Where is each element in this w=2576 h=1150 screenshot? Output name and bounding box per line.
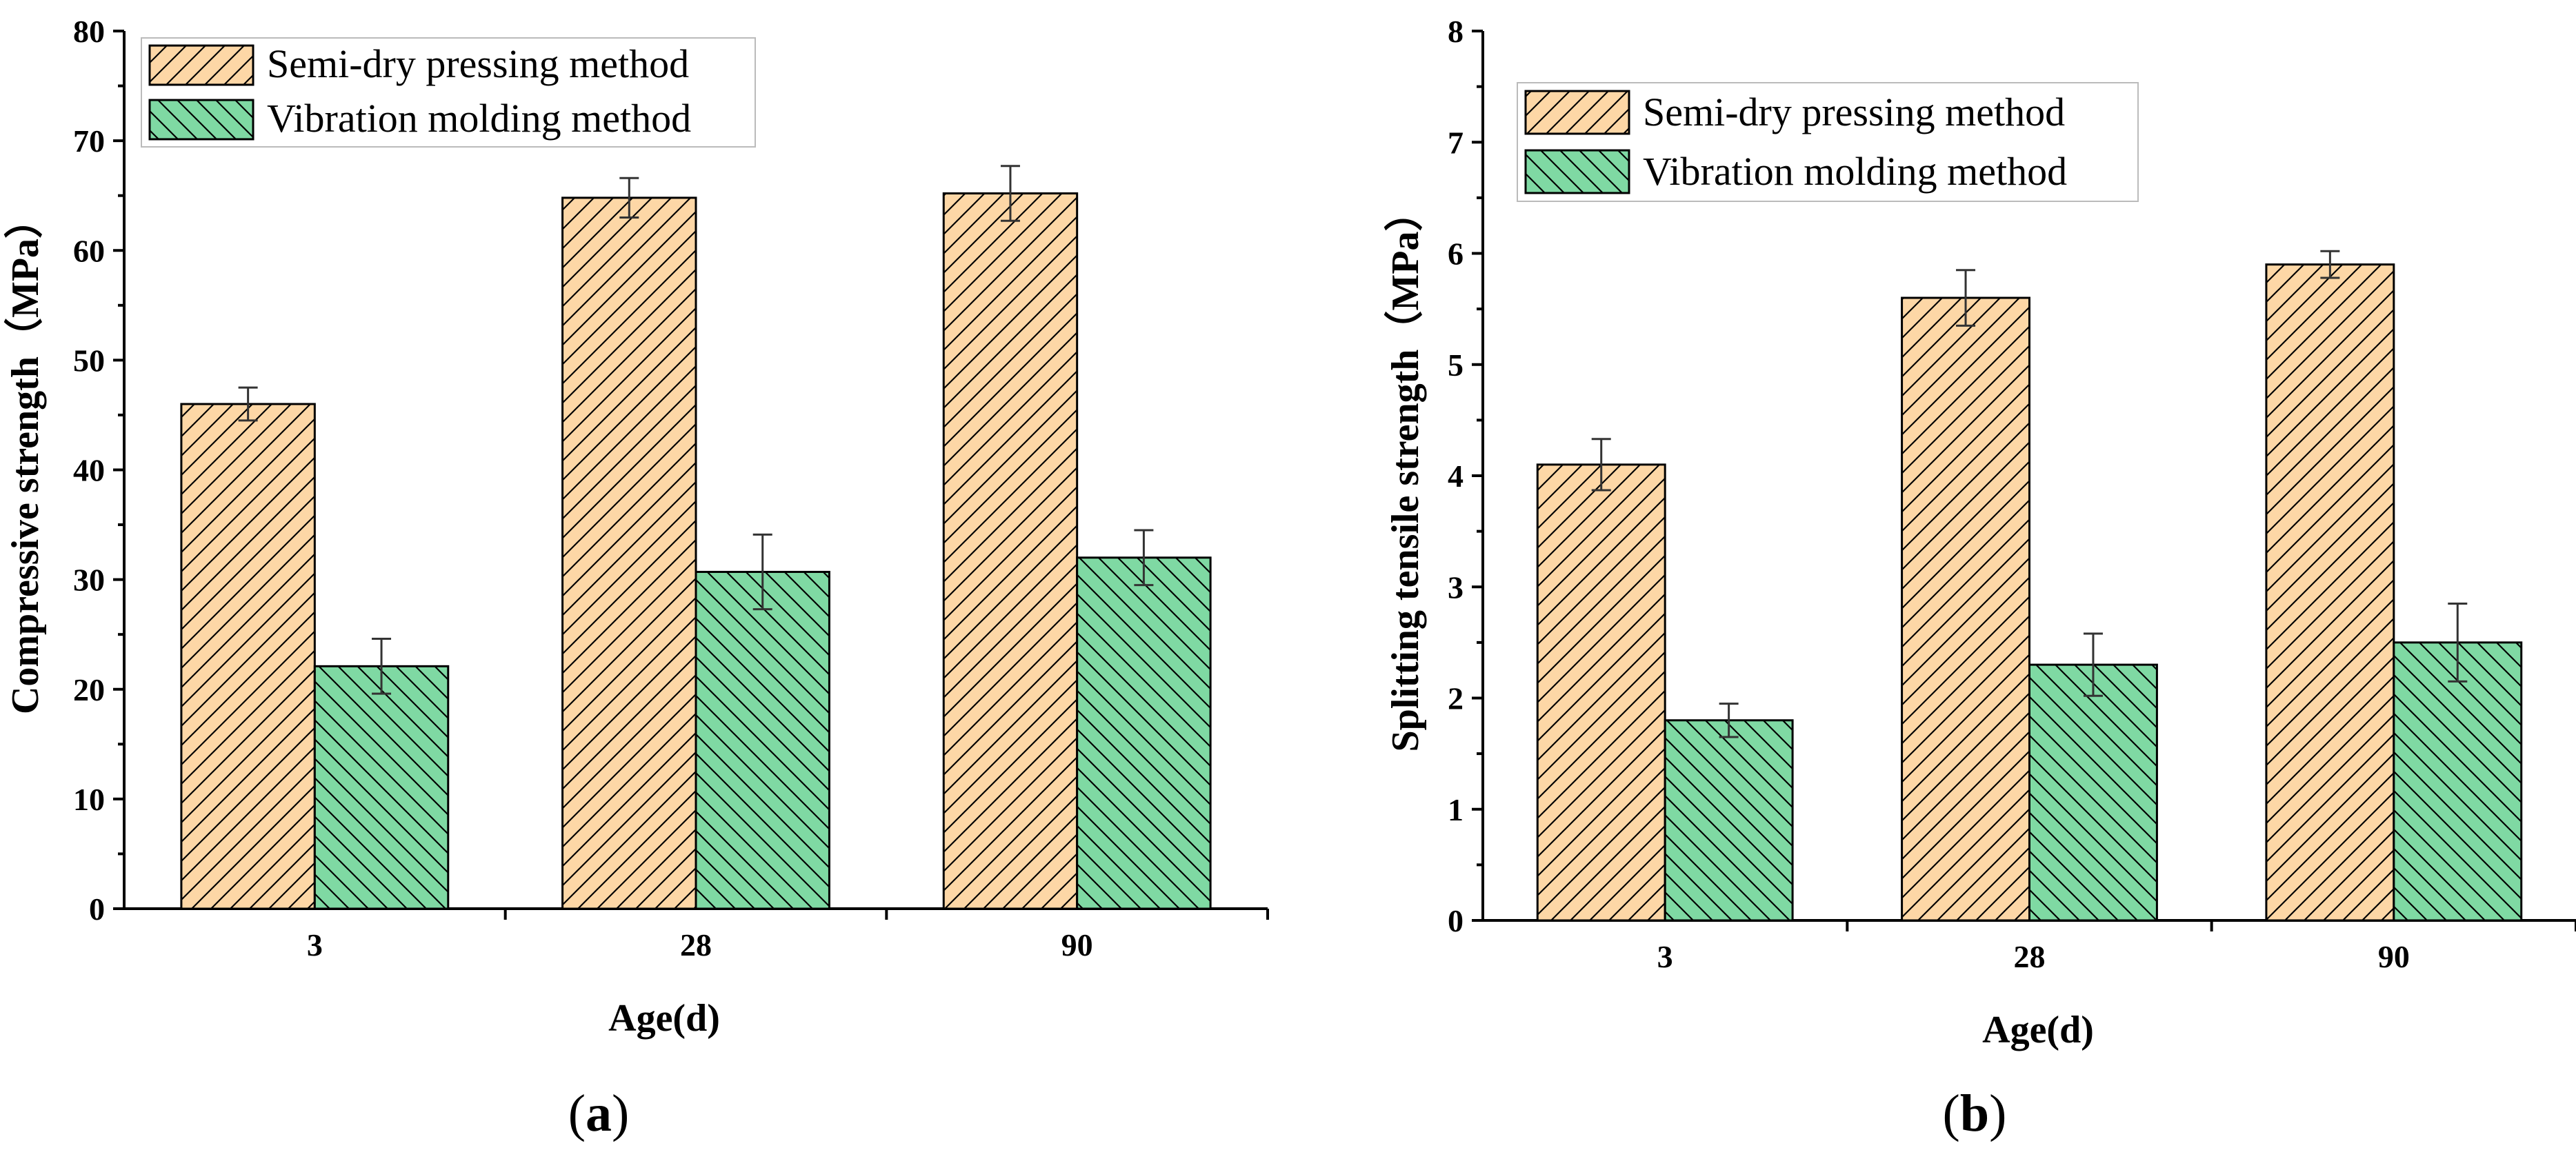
y-tick-label: 1 xyxy=(1448,792,1464,827)
y-axis-title: Compressive strength（MPa） xyxy=(3,200,47,714)
bar xyxy=(561,196,697,910)
bar xyxy=(942,192,1079,910)
bars xyxy=(1536,250,2523,922)
y-tick-label: 0 xyxy=(89,891,105,927)
legend-swatch xyxy=(1524,90,1630,135)
bar xyxy=(1664,719,1794,922)
bar xyxy=(1536,463,1666,922)
bar xyxy=(2265,263,2395,922)
legend-label: Vibration molding method xyxy=(1643,149,2067,194)
legend: Semi-dry pressing method Vibration moldin… xyxy=(1517,82,2139,202)
bars xyxy=(180,165,1212,910)
x-tick-label: 90 xyxy=(1061,927,1093,962)
y-tick-label: 7 xyxy=(1448,125,1464,160)
x-tick-label: 28 xyxy=(2014,939,2046,974)
y-tick-label: 70 xyxy=(73,123,105,159)
bar xyxy=(313,665,450,910)
chart-panel-b: 0 1 2 3 4 5 6 7 8 3 28 90 Semi-dry pressing method V… xyxy=(1384,14,2576,1142)
y-tick-label: 50 xyxy=(73,343,105,378)
x-tick-label: 3 xyxy=(307,927,323,962)
legend-swatch xyxy=(148,44,254,86)
x-axis-title: Age(d) xyxy=(1982,1009,2094,1051)
panel-label: (a) xyxy=(568,1085,630,1142)
bar xyxy=(2028,663,2158,922)
legend-label: Semi-dry pressing method xyxy=(267,41,689,86)
legend-label: Vibration molding method xyxy=(267,96,691,141)
y-tick-label: 20 xyxy=(73,672,105,707)
y-tick-label: 80 xyxy=(73,14,105,49)
legend: Semi-dry pressing method Vibration moldin… xyxy=(141,37,756,148)
x-tick-label: 3 xyxy=(1657,939,1673,974)
bar xyxy=(2393,641,2523,922)
panel-label: (b) xyxy=(1943,1085,2007,1142)
y-tick-label: 60 xyxy=(73,233,105,268)
y-tick-label: 6 xyxy=(1448,236,1464,272)
y-tick-label: 5 xyxy=(1448,347,1464,383)
bar xyxy=(1901,296,2030,922)
y-tick-label: 30 xyxy=(73,563,105,598)
y-tick-label: 0 xyxy=(1448,903,1464,938)
y-tick-label: 2 xyxy=(1448,681,1464,716)
bar xyxy=(695,570,830,910)
y-tick-label: 40 xyxy=(73,453,105,488)
y-axis-title: Splitting tensile strength（MPa） xyxy=(1384,193,1427,752)
chart-panel-a: 0 10 20 30 40 50 60 70 80 3 28 90 Semi-dry pressing… xyxy=(3,14,1269,1142)
y-tick-label: 10 xyxy=(73,782,105,817)
x-tick-label: 90 xyxy=(2378,939,2410,974)
legend-label: Semi-dry pressing method xyxy=(1643,90,2065,134)
x-axis-title: Age(d) xyxy=(608,997,720,1040)
x-tick-label: 28 xyxy=(680,927,712,962)
y-tick-label: 3 xyxy=(1448,569,1464,605)
y-tick-label: 4 xyxy=(1448,458,1464,494)
y-tick-label: 8 xyxy=(1448,14,1464,49)
bar xyxy=(180,403,316,910)
bar xyxy=(1076,556,1212,910)
legend-swatch xyxy=(1524,149,1630,194)
legend-swatch xyxy=(148,99,254,141)
